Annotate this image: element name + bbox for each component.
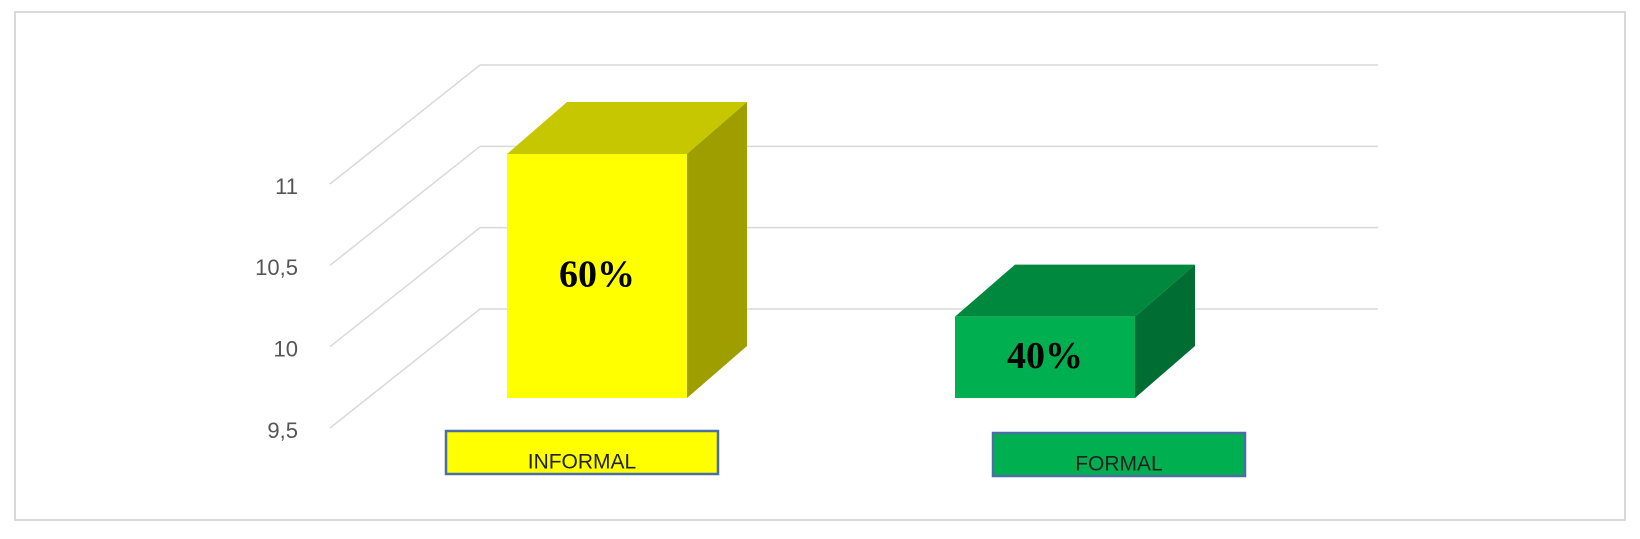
legend-swatch [991,431,1247,478]
grid-line [329,64,1378,185]
bar-side [687,102,747,398]
bar [507,154,687,398]
bar-annotation: 60% [559,254,635,296]
y-tick-label: 10 [274,336,298,361]
y-tick-label: 10,5 [255,255,298,280]
y-tick-label: 11 [275,174,298,199]
grid-line [329,145,1378,266]
chart-border [14,11,1626,521]
bar-annotation: 40% [1007,335,1083,377]
x-tick-label: INFORMAL [528,451,637,474]
x-tick-label: FORMAL [1075,453,1163,476]
legend-swatch [444,429,720,476]
grid-line [329,226,1378,348]
bar [955,316,1135,398]
bar-top [955,264,1195,317]
bar-top [507,102,747,154]
y-tick-label: 9,5 [267,418,298,443]
bar-side [1135,264,1195,398]
